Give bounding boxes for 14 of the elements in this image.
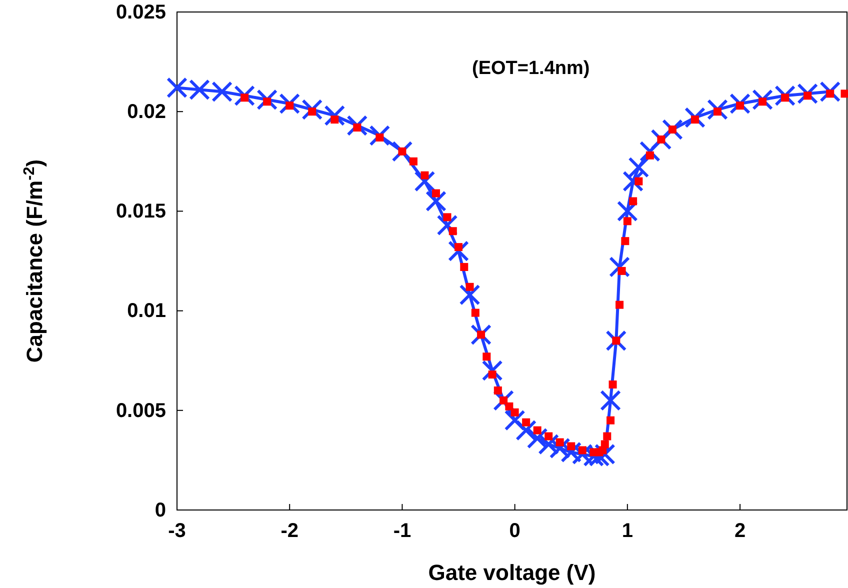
annotation: (EOT=1.4nm) bbox=[472, 58, 590, 79]
x-axis-title: Gate voltage (V) bbox=[428, 560, 596, 585]
y-tick-label: 0.005 bbox=[116, 400, 166, 422]
x-tick-label: 1 bbox=[622, 520, 633, 542]
x-tick-label: -1 bbox=[393, 520, 412, 542]
y-tick-label: 0.02 bbox=[127, 101, 166, 123]
y-tick-label: 0.01 bbox=[127, 300, 166, 322]
x-tick-label: 2 bbox=[734, 520, 746, 542]
x-tick-label: 0 bbox=[509, 520, 520, 542]
y-tick-label: 0.015 bbox=[116, 200, 166, 223]
y-tick-label: 0 bbox=[154, 499, 166, 522]
x-tick-label: -2 bbox=[280, 520, 299, 542]
y-tick-label: 0.025 bbox=[116, 1, 166, 24]
x-tick-label: -3 bbox=[168, 520, 186, 542]
